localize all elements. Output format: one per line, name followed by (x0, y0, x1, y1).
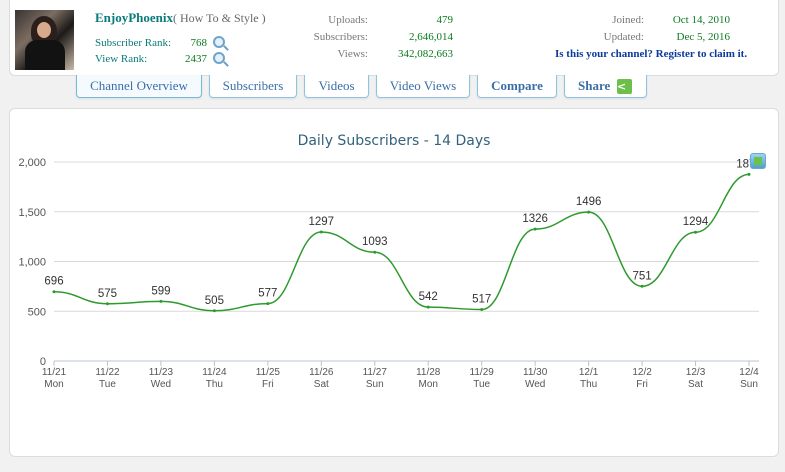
x-tick-weekday: Wed (151, 379, 171, 390)
magnifier-icon[interactable] (213, 52, 225, 64)
data-label: 1326 (522, 213, 548, 225)
data-label: 1496 (576, 196, 602, 208)
share-label: Share (578, 78, 611, 93)
x-tick-weekday: Mon (44, 379, 63, 390)
x-tick-weekday: Sun (740, 379, 758, 390)
magnifier-icon[interactable] (213, 36, 225, 48)
x-tick-label: 11/29 (470, 367, 495, 378)
tab-subscribers[interactable]: Subscribers (209, 75, 297, 98)
view-rank-label: View Rank: (95, 53, 148, 65)
joined-value: Oct 14, 2010 (672, 14, 730, 26)
channel-header: EnjoyPhoenix ( How To & Style ) Subscrib… (9, 0, 779, 76)
data-label: 517 (472, 294, 491, 306)
tab-compare[interactable]: Compare (477, 75, 557, 98)
views-value: 342,082,663 (398, 48, 453, 60)
data-label: 696 (44, 276, 63, 288)
chart-export-icon[interactable] (750, 153, 766, 169)
subscribers-label: Subscribers: (313, 31, 368, 43)
data-label: 599 (151, 285, 170, 297)
data-point (319, 230, 323, 234)
x-tick-weekday: Mon (419, 379, 438, 390)
x-tick-weekday: Fri (262, 379, 274, 390)
data-point (747, 172, 751, 176)
subscribers-value: 2,646,014 (409, 31, 453, 43)
x-tick-weekday: Wed (525, 379, 545, 390)
x-tick-weekday: Fri (636, 379, 648, 390)
channel-name[interactable]: EnjoyPhoenix (95, 10, 174, 25)
x-tick-label: 12/3 (686, 367, 706, 378)
x-tick-label: 12/4 (739, 367, 759, 378)
data-label: 751 (632, 270, 651, 282)
data-point (52, 290, 56, 294)
claim-channel-link[interactable]: Is this your channel? Register to claim … (555, 48, 748, 60)
y-tick-label: 500 (28, 306, 46, 318)
share-button[interactable]: Share < (564, 75, 647, 98)
x-tick-label: 11/24 (202, 367, 227, 378)
daily-subscribers-chart: 05001,0001,5002,00011/21Mon11/22Tue11/23… (18, 157, 761, 390)
x-tick-weekday: Tue (473, 379, 490, 390)
updated-label: Updated: (603, 31, 644, 43)
view-rank-value: 2437 (185, 53, 207, 65)
share-icon: < (617, 79, 632, 94)
data-point (480, 308, 484, 312)
x-tick-weekday: Thu (580, 379, 597, 390)
x-tick-label: 11/23 (149, 367, 174, 378)
data-label: 577 (258, 288, 277, 300)
data-point (212, 309, 216, 313)
views-label: Views: (337, 48, 368, 60)
data-point (533, 227, 537, 231)
x-tick-weekday: Tue (99, 379, 116, 390)
x-tick-label: 11/30 (523, 367, 548, 378)
data-label: 575 (98, 288, 117, 300)
x-tick-label: 11/25 (256, 367, 281, 378)
tab-videos[interactable]: Videos (304, 75, 369, 98)
y-tick-label: 0 (40, 356, 46, 368)
x-tick-weekday: Sun (366, 379, 384, 390)
x-tick-weekday: Sat (314, 379, 329, 390)
y-tick-label: 2,000 (18, 157, 46, 169)
data-label: 1093 (362, 236, 388, 248)
tab-channel-overview[interactable]: Channel Overview (76, 75, 202, 98)
data-point (159, 299, 163, 303)
data-label: 505 (205, 295, 224, 307)
chart-title: Daily Subscribers - 14 Days (297, 133, 491, 149)
subscriber-rank-value: 768 (190, 37, 208, 49)
data-point (587, 210, 591, 214)
data-point (373, 250, 377, 254)
subscriber-rank-label: Subscriber Rank: (95, 37, 172, 49)
joined-label: Joined: (612, 14, 644, 26)
data-point (266, 302, 270, 306)
uploads-value: 479 (436, 14, 454, 26)
x-tick-label: 11/27 (363, 367, 388, 378)
y-tick-label: 1,500 (18, 207, 46, 219)
data-point (105, 302, 109, 306)
x-tick-label: 11/26 (309, 367, 334, 378)
data-point (640, 284, 644, 288)
data-label: 1294 (683, 216, 709, 228)
data-point (694, 230, 698, 234)
x-tick-label: 11/21 (42, 367, 67, 378)
data-label: 1297 (309, 216, 335, 228)
updated-value: Dec 5, 2016 (676, 31, 730, 43)
x-tick-label: 11/28 (416, 367, 441, 378)
x-tick-weekday: Thu (206, 379, 223, 390)
channel-avatar[interactable] (15, 10, 74, 70)
x-tick-label: 12/2 (632, 367, 652, 378)
data-label: 542 (419, 291, 438, 303)
x-tick-label: 11/22 (95, 367, 120, 378)
x-tick-label: 12/1 (579, 367, 599, 378)
x-tick-weekday: Sat (688, 379, 703, 390)
channel-category: ( How To & Style ) (173, 11, 266, 25)
tab-video-views[interactable]: Video Views (376, 75, 470, 98)
data-point (426, 305, 430, 309)
chart-panel: Daily Subscribers - 14 Days 0 500 1,000 1,5… (9, 108, 779, 457)
y-tick-label: 1,000 (18, 257, 46, 269)
uploads-label: Uploads: (328, 14, 368, 26)
